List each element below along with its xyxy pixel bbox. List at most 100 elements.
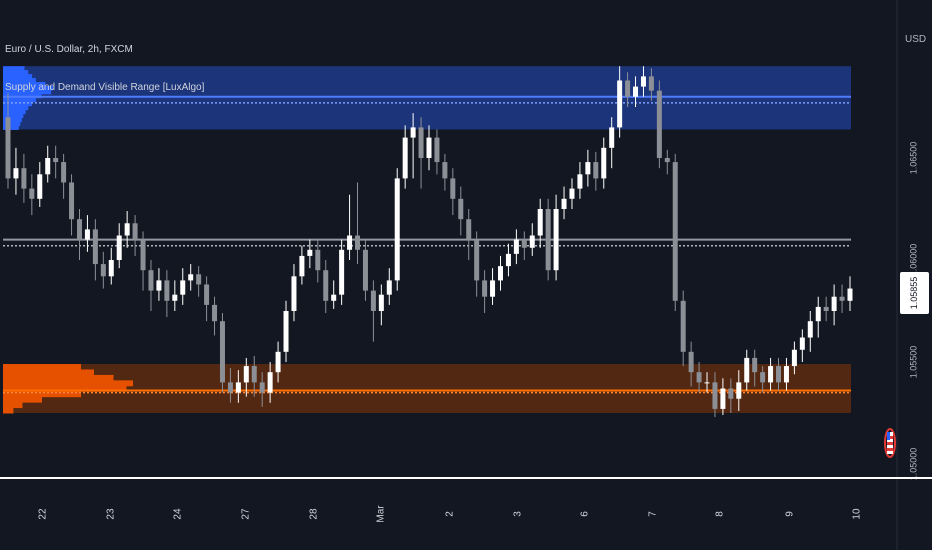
time-tick-label: 28 (309, 508, 320, 520)
candle-body (315, 249, 321, 271)
candle-body (37, 174, 43, 199)
candle (434, 129, 440, 175)
candle-body (736, 382, 742, 399)
supply-profile-bar (3, 89, 52, 95)
candle-body (847, 288, 853, 301)
candle (29, 174, 35, 216)
candle (307, 239, 313, 269)
candle-body (442, 162, 448, 179)
candle (577, 162, 583, 199)
time-tick-label: 7 (648, 511, 659, 517)
supply-profile-bar (3, 74, 33, 79)
candle (497, 255, 503, 291)
supply-profile-bar (3, 78, 36, 83)
candle (823, 296, 829, 322)
time-tick-label: Mar (376, 505, 387, 523)
candle-body (45, 158, 51, 175)
price-tick-label: 1.06000 (908, 244, 918, 277)
candle-body (283, 311, 289, 352)
candle (799, 329, 805, 362)
candle-body (497, 266, 503, 281)
candle-body (402, 137, 408, 179)
candle-body (227, 382, 233, 393)
price-tick-label: 1.05000 (908, 448, 918, 481)
candle-body (100, 264, 106, 277)
candle (776, 357, 782, 391)
candle (609, 117, 615, 169)
candle-body (370, 290, 376, 311)
us-flag-icon[interactable] (884, 428, 896, 458)
candle (402, 125, 408, 189)
supply-profile-bar (3, 97, 36, 103)
candle (720, 378, 726, 416)
candle (442, 153, 448, 191)
candle-body (450, 178, 456, 199)
candle (633, 76, 639, 107)
candle-body (339, 249, 345, 295)
candle (704, 372, 710, 393)
supply-profile-bar (3, 82, 46, 87)
supply-profile-bar (3, 85, 53, 91)
time-axis[interactable]: 22 23 24 27 28 Mar 2 3 6 7 8 9 10 (38, 505, 863, 523)
candle-body (69, 182, 75, 220)
candle (116, 223, 122, 269)
last-price-label: 1.05855 (909, 277, 919, 310)
candle (561, 186, 567, 220)
candle (394, 168, 400, 291)
candle-body (188, 274, 194, 281)
candle-body (505, 253, 511, 267)
candle (736, 370, 742, 411)
candle (108, 247, 114, 285)
candle-body (307, 249, 313, 256)
candle (569, 178, 575, 209)
candle (482, 270, 488, 314)
candle (267, 362, 273, 403)
candle-body (267, 372, 273, 393)
candle-body (648, 76, 654, 91)
candle (180, 268, 186, 305)
candle-body (728, 388, 734, 399)
candle (760, 366, 766, 393)
supply-profile-bar (3, 109, 26, 115)
candles-layer (5, 66, 853, 418)
candle (505, 243, 511, 277)
candle-body (561, 198, 567, 209)
candle-body (791, 349, 797, 367)
candle (69, 174, 75, 236)
candle (370, 280, 376, 342)
time-tick-label: 27 (241, 508, 252, 520)
indicator-title[interactable]: Supply and Demand Visible Range [LuxAlgo… (5, 82, 205, 93)
candle-body (92, 229, 98, 265)
candle-body (21, 168, 27, 189)
candle (688, 341, 694, 387)
candle (513, 229, 519, 265)
candle (355, 182, 361, 265)
candle (299, 245, 305, 285)
candle-body (426, 137, 432, 158)
candle (545, 198, 551, 281)
supply-profile-bar (3, 66, 25, 71)
price-axis[interactable]: 1.06500 1.06000 1.05500 1.05000 (908, 142, 918, 481)
candle (315, 239, 321, 283)
candle-body (323, 270, 329, 301)
candle (331, 280, 337, 309)
candle (386, 268, 392, 305)
candle-body (482, 280, 488, 297)
candle (219, 313, 225, 393)
candle-body (212, 304, 218, 322)
candle (783, 357, 789, 391)
candle-body (537, 209, 543, 236)
candle (339, 239, 345, 305)
candle (648, 68, 654, 101)
candle (84, 215, 90, 252)
candle (275, 341, 281, 383)
demand-profile-bar (3, 385, 127, 392)
candle (259, 372, 265, 407)
candle-body (609, 127, 615, 148)
demand-profile-bar (3, 369, 94, 376)
candle (490, 268, 496, 305)
candle-body (474, 239, 480, 281)
candle-body (656, 90, 662, 158)
time-tick-label: 10 (852, 508, 863, 520)
